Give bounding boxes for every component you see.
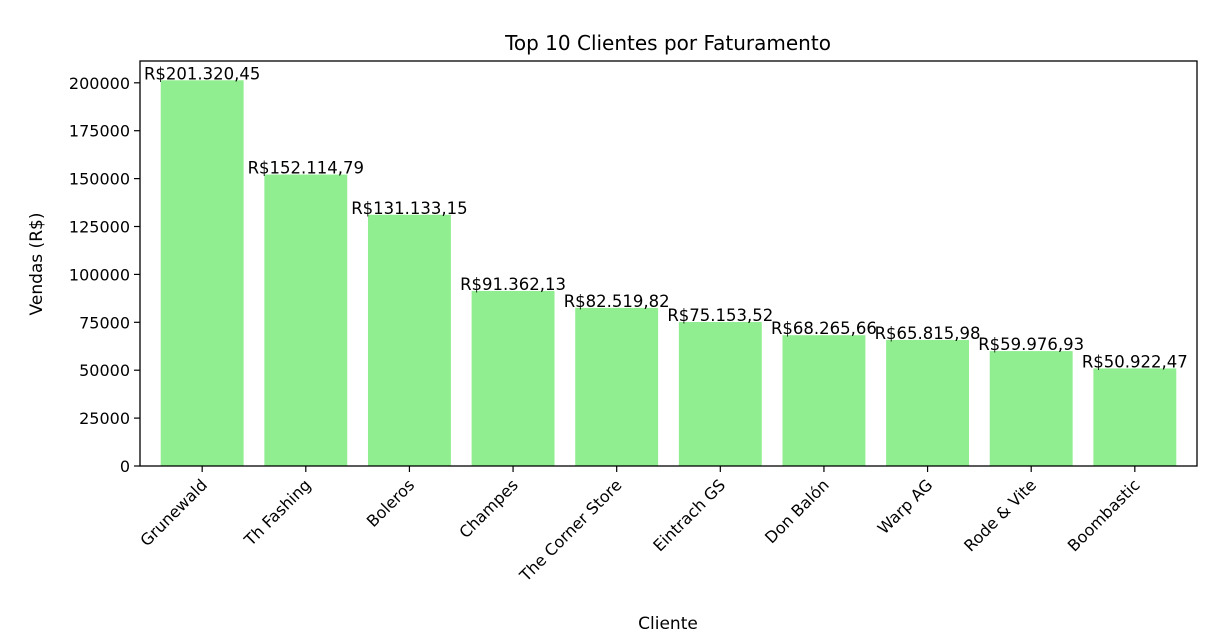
bar-value-label: R$131.133,15 [351,199,467,218]
y-tick-label: 25000 [79,409,130,428]
bar-value-label: R$82.519,82 [564,292,670,311]
x-tick-label: Warp AG [874,475,937,538]
x-tick-label: Boombastic [1064,475,1144,555]
y-tick-label: 175000 [69,122,130,141]
bar [471,290,555,466]
y-axis-label: Vendas (R$) [27,213,47,316]
y-tick-label: 0 [120,457,130,476]
data-labels-layer: R$201.320,45 R$152.114,79 R$131.133,15 R$91… [144,64,1188,371]
x-tick-label: Rode & Vite [960,475,1040,555]
plot-frame [139,60,1198,467]
bar-value-label: R$91.362,13 [460,275,566,294]
bar [886,339,970,466]
bar-value-label: R$68.265,66 [771,319,877,338]
x-tick-label: Eintrach GS [649,475,729,555]
x-tick-label: Th Fashing [240,475,315,550]
x-tick-label: Grunewald [136,475,211,550]
y-tick-label: 150000 [69,170,130,189]
bars-layer [160,80,1177,466]
bar-value-label: R$152.114,79 [248,159,364,178]
y-tick-label: 200000 [69,74,130,93]
bar [989,351,1073,466]
y-tick-label: 125000 [69,218,130,237]
y-axis: 0 25000 50000 75000 100000 125000 150000 175000… [69,74,140,476]
bar [367,214,451,466]
bar [782,335,866,466]
y-tick-label: 100000 [69,265,130,284]
x-tick-label: The Corner Store [515,475,625,585]
y-tick-label: 50000 [79,361,130,380]
chart-title: Top 10 Clientes por Faturamento [504,31,831,55]
bar [160,80,244,466]
bar [1093,368,1177,466]
bar [678,322,762,466]
bar-value-label: R$75.153,52 [667,306,773,325]
bar-value-label: R$65.815,98 [875,324,981,343]
x-tick-label: Champes [455,475,522,542]
bar [264,174,348,466]
bar [575,307,659,466]
bar-value-label: R$50.922,47 [1082,352,1188,371]
bar-value-label: R$59.976,93 [978,335,1084,354]
y-tick-label: 75000 [79,313,130,332]
x-tick-label: Don Balón [761,475,833,547]
x-tick-label: Boleros [363,475,418,530]
x-axis-label: Cliente [638,614,698,634]
bar-value-label: R$201.320,45 [144,64,260,83]
